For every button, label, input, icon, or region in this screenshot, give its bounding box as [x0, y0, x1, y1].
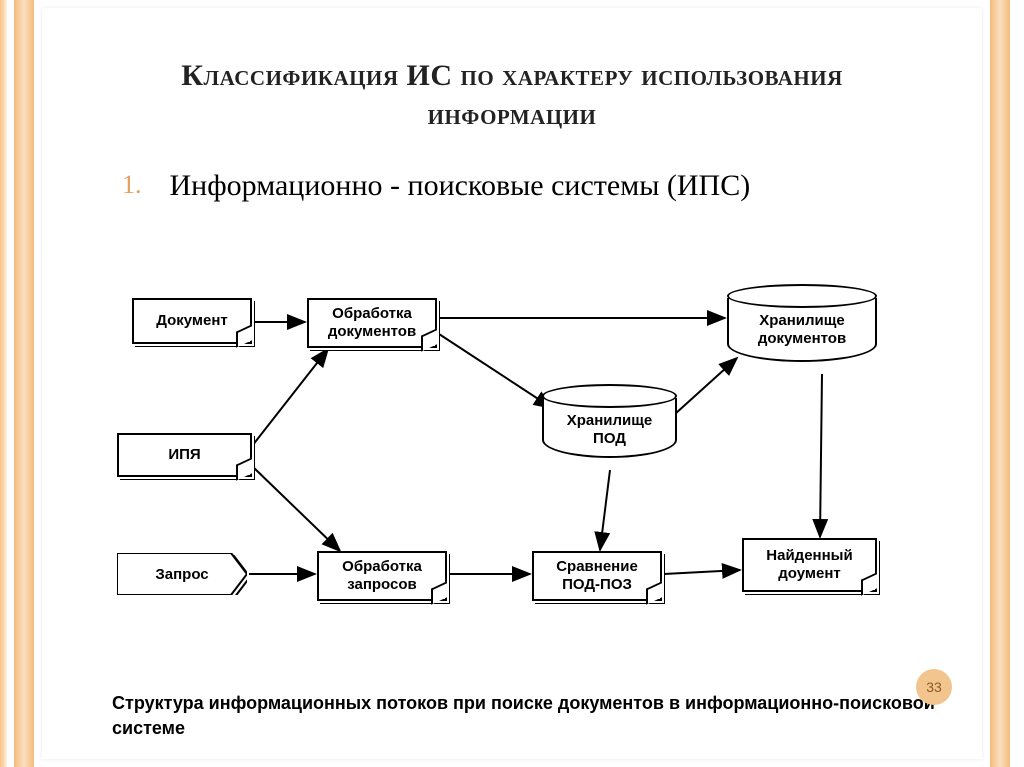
slide-frame: Классификация ИС по характеру использова…	[0, 0, 1024, 767]
page-number-badge: 33	[916, 669, 952, 705]
node-compare: Сравнение ПОД-ПОЗ	[532, 551, 662, 601]
node-proc_req: Обработка запросов	[317, 551, 447, 601]
node-doc: Документ	[132, 298, 252, 344]
edge-store_pod-store_doc	[675, 358, 737, 414]
frame-stripe-right	[990, 0, 1010, 767]
edge-ipya-proc_doc	[252, 349, 328, 446]
node-store_pod: Хранилище ПОД	[542, 398, 677, 458]
slide-body: Классификация ИС по характеру использова…	[42, 8, 982, 759]
node-zapros: Запрос	[117, 553, 247, 595]
node-proc_doc: Обработка документов	[307, 298, 437, 348]
node-found: Найденный доумент	[742, 538, 877, 592]
edge-store_doc-found	[820, 374, 822, 537]
slide-title: Классификация ИС по характеру использова…	[42, 8, 982, 146]
flow-diagram: Документ Обработка документов Хранилище до…	[102, 298, 932, 698]
edge-compare-found	[664, 570, 740, 574]
edge-proc_doc-store_pod	[439, 334, 552, 408]
list-text: Информационно - поисковые системы (ИПС)	[170, 166, 751, 207]
node-store_doc: Хранилище документов	[727, 298, 877, 362]
diagram-caption: Структура информационных потоков при пои…	[112, 691, 982, 741]
edge-ipya-proc_req	[252, 466, 340, 551]
edge-store_pod-compare	[600, 470, 610, 550]
node-ipya: ИПЯ	[117, 433, 252, 477]
frame-stripe-left	[14, 0, 34, 767]
list-item-1: 1. Информационно - поисковые системы (ИП…	[42, 146, 982, 223]
list-number: 1.	[122, 166, 142, 200]
